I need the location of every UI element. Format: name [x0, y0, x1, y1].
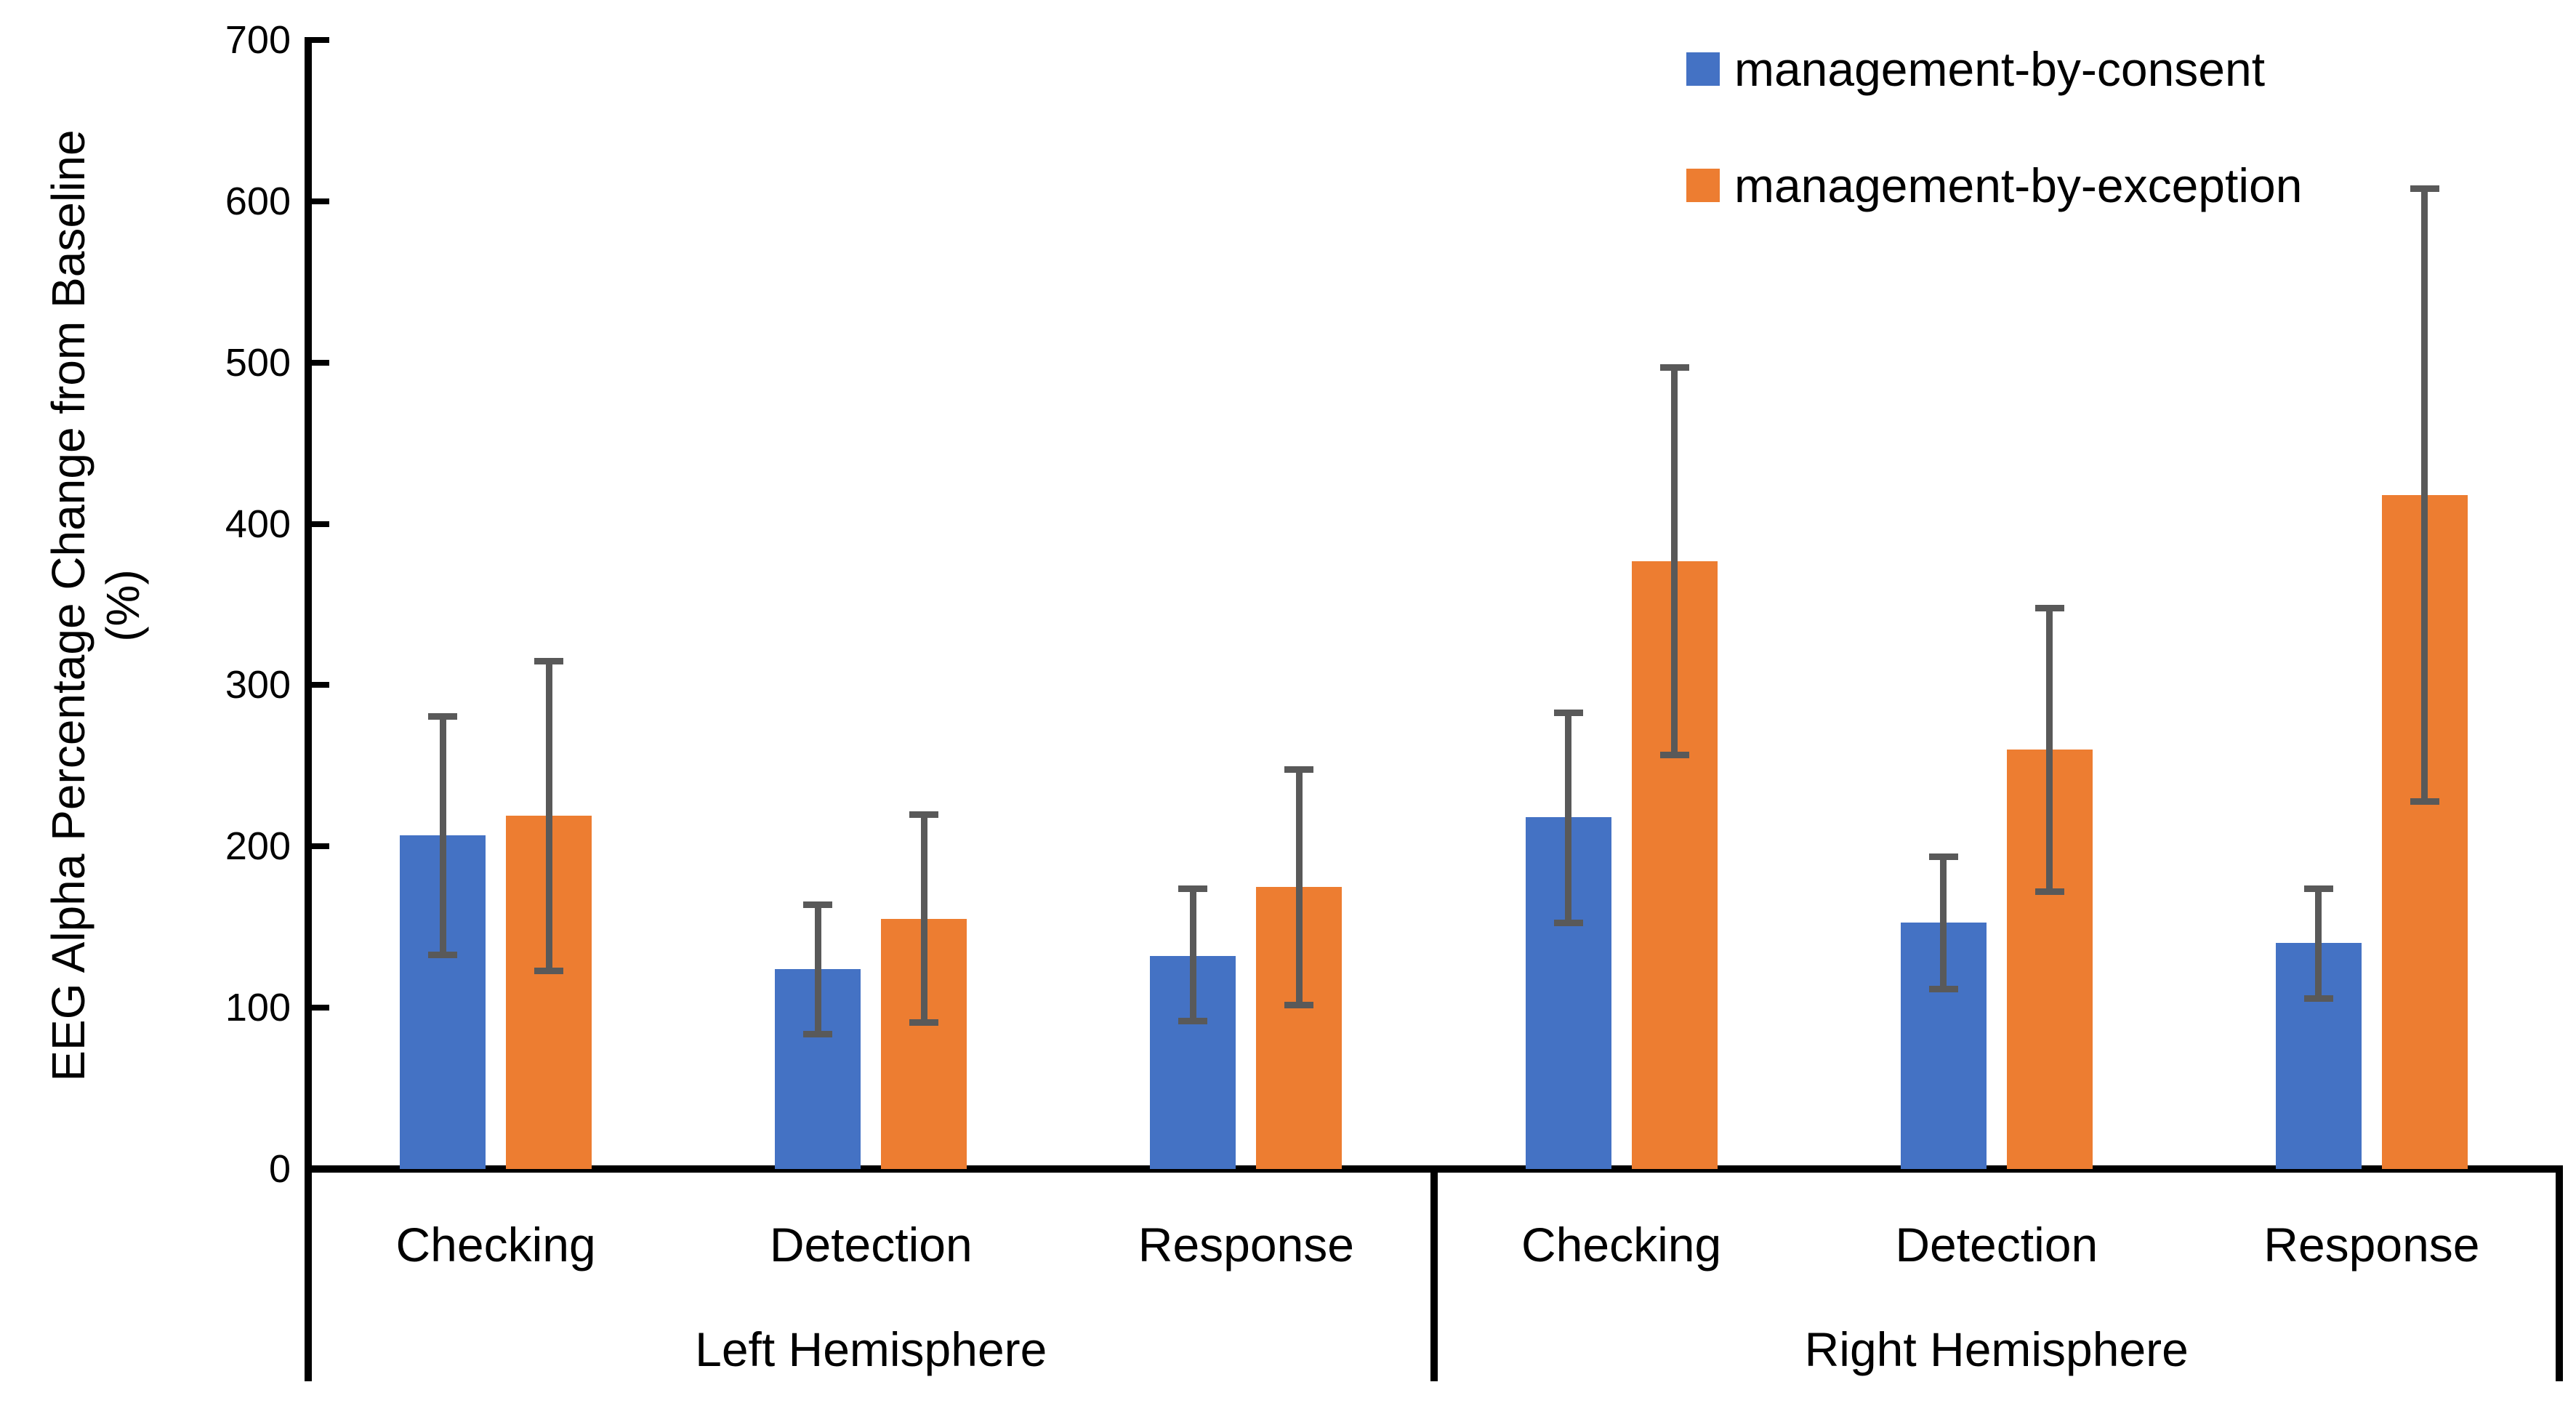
error-bar-cap-bottom: [1928, 985, 1958, 992]
error-bar-cap-bottom: [1659, 751, 1689, 758]
error-bar-cap-top: [2303, 885, 2333, 892]
hemisphere-label-left: Left Hemisphere: [695, 1322, 1047, 1376]
error-bar-cap-bottom: [909, 1019, 939, 1027]
error-bar-cap-bottom: [803, 1030, 833, 1037]
error-bar-cap-bottom: [534, 968, 564, 975]
x-label-detection: Detection: [1895, 1218, 2098, 1272]
error-bar-cap-bottom: [428, 951, 458, 958]
x-label-response: Response: [2263, 1218, 2480, 1272]
x-label-response: Response: [1138, 1218, 1354, 1272]
error-bar-stem: [2046, 607, 2053, 892]
error-bar-stem: [2315, 888, 2322, 998]
legend-item-consent: management-by-consent: [1686, 36, 2265, 103]
error-bar-stem: [2421, 188, 2428, 802]
error-bar-cap-bottom: [2410, 798, 2439, 806]
error-bar-cap-bottom: [1553, 919, 1583, 926]
x-label-detection: Detection: [769, 1218, 973, 1272]
error-bar-cap-top: [1284, 766, 1314, 773]
x-label-checking: Checking: [395, 1218, 596, 1272]
y-tick-200: [312, 843, 329, 850]
y-tick-label-200: 200: [225, 824, 291, 869]
legend-label-consent: management-by-consent: [1734, 42, 2266, 96]
y-tick-600: [312, 198, 329, 204]
y-tick-label-100: 100: [225, 986, 291, 1030]
category-separator-2: [2556, 1169, 2563, 1381]
y-tick-label-300: 300: [225, 663, 291, 707]
y-tick-100: [312, 1005, 329, 1011]
error-bar-stem: [1565, 712, 1572, 923]
error-bar-cap-top: [909, 811, 939, 818]
y-tick-0: [312, 1166, 329, 1172]
legend-swatch-consent: [1686, 52, 1720, 86]
x-label-checking: Checking: [1521, 1218, 1722, 1272]
error-bar-cap-top: [1178, 885, 1208, 892]
y-tick-label-500: 500: [225, 340, 291, 385]
error-bar-cap-top: [1553, 710, 1583, 717]
error-bar-cap-top: [1928, 853, 1958, 860]
y-tick-700: [312, 37, 329, 43]
y-tick-label-700: 700: [225, 18, 291, 62]
error-bar-stem: [920, 814, 927, 1023]
error-bar-cap-top: [428, 712, 458, 720]
error-bar-cap-top: [1659, 364, 1689, 371]
error-bar-cap-bottom: [2303, 995, 2333, 1002]
error-bar-cap-bottom: [1284, 1001, 1314, 1008]
error-bar-stem: [1295, 768, 1303, 1005]
category-separator-1: [1430, 1169, 1438, 1381]
error-bar-cap-top: [803, 901, 833, 909]
legend-swatch-exception: [1686, 169, 1720, 202]
error-bar-stem: [1940, 856, 1947, 989]
y-tick-label-400: 400: [225, 502, 291, 546]
error-bar-stem: [814, 904, 821, 1034]
error-bar-cap-top: [2410, 185, 2439, 193]
y-tick-400: [312, 521, 329, 527]
y-tick-500: [312, 359, 329, 366]
error-bar-cap-top: [2034, 604, 2064, 611]
error-bar-stem: [545, 661, 552, 971]
y-tick-label-600: 600: [225, 179, 291, 223]
category-separator-0: [305, 1169, 312, 1381]
legend-item-exception: management-by-exception: [1686, 152, 2302, 219]
y-tick-300: [312, 682, 329, 688]
error-bar-stem: [1189, 888, 1196, 1021]
legend-label-exception: management-by-exception: [1734, 158, 2303, 212]
error-bar-stem: [1671, 367, 1678, 755]
error-bar-cap-top: [534, 658, 564, 665]
error-bar-cap-bottom: [1178, 1017, 1208, 1024]
error-bar-cap-bottom: [2034, 888, 2064, 896]
error-bar-stem: [439, 715, 446, 955]
y-tick-label-0: 0: [268, 1147, 291, 1191]
hemisphere-label-right: Right Hemisphere: [1804, 1322, 2189, 1376]
y-axis-line: [305, 37, 312, 1173]
